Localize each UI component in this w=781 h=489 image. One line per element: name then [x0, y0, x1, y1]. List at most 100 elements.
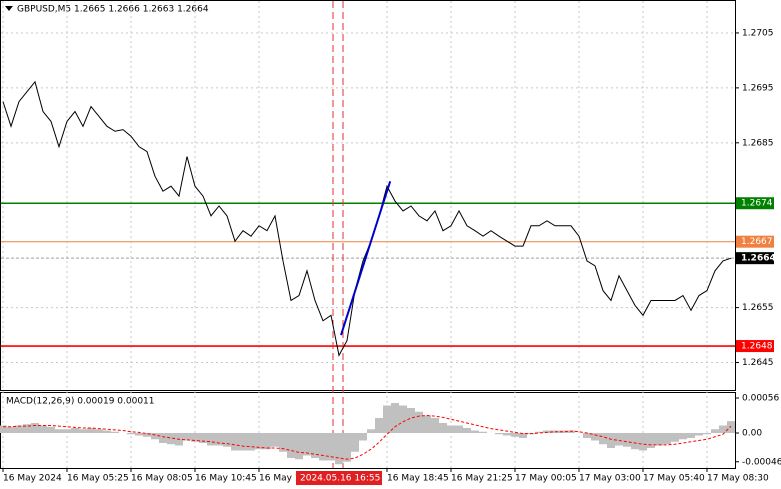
macd-bar — [343, 433, 351, 462]
macd-bar — [207, 433, 215, 446]
macd-bar — [375, 418, 383, 433]
macd-bar — [543, 430, 551, 433]
macd-bar — [399, 405, 407, 433]
macd-bar — [191, 433, 199, 442]
macd-bar — [407, 408, 415, 433]
macd-bar — [567, 430, 575, 433]
macd-bar — [279, 433, 287, 452]
macd-bar — [703, 433, 711, 435]
macd-bar — [7, 426, 15, 433]
macd-bar — [239, 433, 247, 451]
x-tick-label: 16 May 13:25 — [259, 474, 321, 484]
macd-bar — [615, 433, 623, 446]
macd-bar — [727, 421, 735, 433]
current-price-label: 1.2664 — [741, 254, 776, 264]
current-price-box — [736, 252, 774, 265]
macd-bar — [327, 433, 335, 461]
macd-bar — [63, 429, 71, 433]
macd-bar — [247, 433, 255, 451]
level-label: 1.2674 — [741, 199, 773, 209]
macd-bar — [87, 428, 95, 433]
macd-bar — [111, 431, 119, 433]
macd-bar — [583, 433, 591, 438]
macd-bar — [415, 411, 423, 433]
macd-bar — [599, 433, 607, 445]
macd-bar — [639, 433, 647, 451]
macd-bar — [159, 433, 167, 443]
y-tick-label: 0.00056 — [742, 394, 779, 404]
macd-bar — [631, 433, 639, 450]
macd-bar — [23, 424, 31, 433]
macd-bar — [359, 433, 367, 441]
y-tick-label: -0.00046 — [742, 457, 781, 467]
chart-title: GBPUSD,M5 1.2665 1.2666 1.2663 1.2664 — [17, 5, 209, 15]
macd-bar — [135, 433, 143, 436]
macd-bar — [79, 429, 87, 433]
macd-bar — [367, 429, 375, 433]
macd-bar — [495, 433, 503, 435]
macd-bar — [687, 433, 695, 438]
macd-bar — [655, 433, 663, 446]
macd-bar — [623, 433, 631, 447]
macd-bar — [719, 425, 727, 433]
crosshair-label-box — [296, 471, 382, 485]
macd-bar — [55, 429, 63, 433]
macd-bar — [143, 433, 151, 437]
macd-bar — [15, 425, 23, 433]
macd-bar — [335, 433, 343, 465]
y-tick-label: 1.2645 — [742, 358, 774, 368]
x-tick-label: 17 May 05:40 — [643, 474, 705, 484]
y-tick-label: 0.00 — [742, 429, 762, 439]
macd-bar — [311, 433, 319, 458]
macd-bar — [591, 433, 599, 441]
macd-bar — [71, 428, 79, 433]
macd-bar — [287, 433, 295, 458]
x-tick-label: 17 May 00:05 — [515, 474, 577, 484]
macd-bar — [39, 425, 47, 433]
macd-bar — [711, 429, 719, 433]
macd-bar — [215, 433, 223, 446]
macd-bar — [423, 415, 431, 433]
y-tick-label: 1.2655 — [742, 303, 774, 313]
macd-bar — [199, 433, 207, 443]
macd-bar — [31, 423, 39, 433]
macd-bar — [223, 433, 231, 447]
y-tick-label: 1.2695 — [742, 83, 774, 93]
macd-bar — [535, 431, 543, 433]
main-panel-frame — [0, 0, 736, 391]
x-tick-label: 16 May 10:45 — [195, 474, 257, 484]
x-tick-label: 16 May 08:05 — [131, 474, 193, 484]
x-tick-label: 16 May 05:25 — [67, 474, 129, 484]
macd-bar — [255, 433, 263, 450]
macd-bar — [559, 430, 567, 433]
macd-bar — [479, 431, 487, 433]
macd-bar — [447, 425, 455, 433]
macd-bar — [511, 433, 519, 437]
macd-bar — [319, 433, 327, 461]
macd-bar — [383, 405, 391, 433]
macd-bar — [303, 433, 311, 456]
macd-bar — [391, 403, 399, 433]
macd-bar — [271, 433, 279, 447]
level-label: 1.2667 — [741, 237, 773, 247]
macd-bar — [47, 426, 55, 433]
macd-bar — [695, 433, 703, 436]
macd-bar — [679, 433, 687, 440]
level-label-box — [736, 340, 774, 353]
y-tick-label: 1.2705 — [742, 28, 774, 38]
macd-bar — [295, 433, 303, 460]
trendline — [340, 180, 392, 336]
crosshair-label: 2024.05.16 16:55 — [300, 474, 380, 484]
macd-bar — [351, 433, 359, 452]
signal-line — [3, 414, 732, 460]
macd-bar — [519, 433, 527, 438]
macd-bar — [95, 429, 103, 433]
macd-bar — [263, 433, 271, 450]
macd-bar — [167, 433, 175, 445]
symbol-icon — [5, 6, 13, 11]
macd-bar — [431, 418, 439, 433]
x-tick-label: 16 May 18:45 — [387, 474, 449, 484]
macd-bar — [127, 433, 135, 435]
macd-bar — [671, 433, 679, 442]
y-tick-label: 1.2685 — [742, 138, 774, 148]
